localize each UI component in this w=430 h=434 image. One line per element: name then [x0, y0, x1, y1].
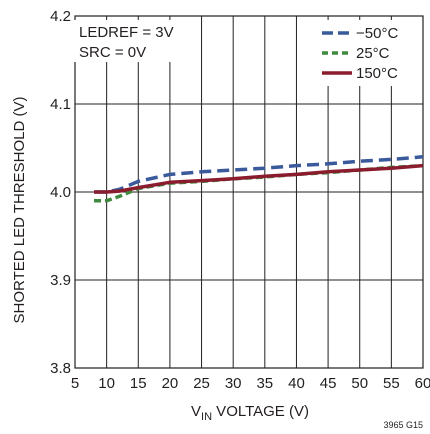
grid-lines — [75, 16, 423, 368]
x-axis-label-sub: IN — [201, 411, 212, 423]
x-tick-label-1: 10 — [98, 375, 115, 392]
x-tick-label-6: 35 — [256, 375, 273, 392]
x-tick-label-4: 25 — [193, 375, 210, 392]
y-tick-label-3: 4.1 — [50, 96, 71, 113]
x-tick-label-0: 5 — [71, 375, 79, 392]
x-tick-label-10: 55 — [383, 375, 400, 392]
y-tick-label-4: 4.2 — [50, 8, 71, 25]
figure-code: 3965 G15 — [383, 420, 423, 430]
x-tick-label-3: 20 — [162, 375, 179, 392]
y-axis-label: SHORTED LED THRESHOLD (V) — [11, 97, 28, 324]
series-lines — [94, 155, 424, 203]
legend: −50°C 25°C 150°C — [306, 20, 420, 86]
annotation-ledref: LEDREF = 3V — [79, 24, 174, 41]
x-axis-label-rest: VOLTAGE (V) — [212, 403, 309, 420]
y-tick-label-1: 3.9 — [50, 272, 71, 289]
x-tick-label-11: 60 — [415, 375, 430, 392]
x-tick-label-9: 50 — [351, 375, 368, 392]
legend-label-minus50: −50°C — [356, 25, 398, 42]
x-tick-labels: 5 10 15 20 25 30 35 40 45 50 55 60 — [71, 375, 430, 392]
plot-frame — [74, 15, 424, 369]
annotation-background — [74, 20, 186, 62]
legend-label-25: 25°C — [356, 45, 390, 62]
x-tick-label-7: 40 — [288, 375, 305, 392]
x-axis-label: VIN VOLTAGE (V) — [191, 403, 309, 423]
annotation-src: SRC = 0V — [79, 44, 146, 61]
y-tick-label-2: 4.0 — [50, 184, 71, 201]
x-tick-label-2: 15 — [130, 375, 147, 392]
y-tick-label-0: 3.8 — [50, 360, 71, 377]
legend-label-150: 150°C — [356, 65, 398, 82]
x-tick-label-8: 45 — [320, 375, 337, 392]
series-line-2 — [94, 163, 424, 194]
y-tick-labels: 3.8 3.9 4.0 4.1 4.2 — [50, 8, 71, 377]
x-tick-label-5: 30 — [225, 375, 242, 392]
x-axis-label-main: V — [191, 403, 201, 420]
